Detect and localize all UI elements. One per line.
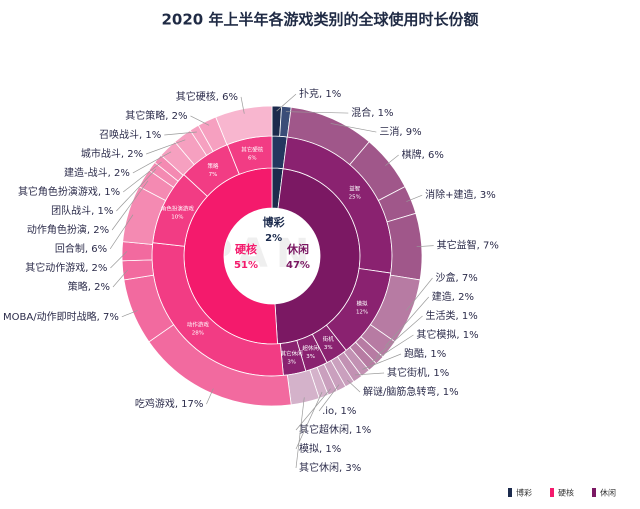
outer-label: 棋牌, 6% <box>402 148 444 161</box>
middle-value-label: 25% <box>349 195 361 201</box>
outer-label: 三消, 9% <box>379 125 421 138</box>
outer-label: 跑酷, 1% <box>404 347 446 360</box>
middle-label: 模拟 <box>357 300 369 308</box>
outer-label: 其它休闲, 3% <box>299 461 361 474</box>
outer-label: .io, 1% <box>322 406 356 417</box>
outer-label: 生活类, 1% <box>425 309 477 322</box>
middle-value-label: 3% <box>324 345 333 351</box>
outer-label: 其它角色扮演游戏, 1% <box>18 185 120 198</box>
leader-line <box>295 388 331 431</box>
outer-label: 建造, 2% <box>432 290 474 303</box>
leader-line <box>164 131 197 136</box>
middle-value-label: 6% <box>248 155 257 161</box>
leader-line <box>385 296 429 347</box>
middle-label: 角色扮演游戏 <box>161 204 195 212</box>
legend-label: 硬核 <box>558 488 574 498</box>
outer-label: 其它益智, 7% <box>437 239 499 252</box>
inner-value-label: 47% <box>286 260 310 271</box>
leader-line <box>295 397 305 469</box>
leader-line <box>110 251 128 269</box>
outer-label: 其它策略, 2% <box>125 109 187 122</box>
middle-value-label: 12% <box>356 310 368 316</box>
legend-marker <box>592 488 596 497</box>
outer-label: 其它模拟, 1% <box>416 328 478 341</box>
leader-line <box>354 372 385 376</box>
outer-label: 回合制, 6% <box>55 242 107 255</box>
middle-label: 超休闲 <box>302 344 319 352</box>
outer-label: 建造-战斗, 2% <box>64 166 130 179</box>
leader-line <box>346 379 361 393</box>
leader-line <box>385 154 399 166</box>
outer-label: 其它街机, 1% <box>387 366 449 379</box>
outer-label: 混合, 1% <box>351 106 393 119</box>
inner-label: 硬核 <box>235 242 257 256</box>
leader-line <box>416 245 434 248</box>
leader-line <box>285 111 349 114</box>
legend-marker <box>550 488 554 497</box>
leader-line <box>406 194 423 202</box>
leader-line <box>362 353 402 370</box>
outer-label: 吃鸡游戏, 17% <box>135 397 204 410</box>
outer-label: 其它硬核, 6% <box>176 90 238 103</box>
leader-line <box>190 115 210 126</box>
inner-value-label: 2% <box>265 233 282 244</box>
leader-line <box>318 384 340 412</box>
leader-line <box>276 93 297 112</box>
leader-line <box>146 139 186 155</box>
outer-label: 策略, 2% <box>68 280 110 293</box>
leader-line <box>111 180 149 231</box>
outer-label: 动作角色扮演, 2% <box>27 223 109 236</box>
leader-line <box>121 310 138 318</box>
outer-label: 城市战斗, 2% <box>81 147 143 160</box>
middle-label: 其它硬核 <box>241 145 264 153</box>
leader-line <box>132 151 172 174</box>
leader-line <box>109 214 134 250</box>
leader-line <box>112 269 128 288</box>
legend-label: 休闲 <box>600 488 616 498</box>
outer-segment <box>121 241 153 262</box>
leader-line <box>116 169 157 212</box>
leader-line <box>406 277 433 311</box>
outer-segment <box>215 105 273 146</box>
middle-label: 策略 <box>208 162 220 170</box>
inner-label: 休闲 <box>286 242 309 256</box>
middle-label: 街机 <box>323 335 335 343</box>
leader-line <box>330 123 377 133</box>
inner-value-label: 51% <box>234 260 258 271</box>
middle-label: 动作游戏 <box>187 320 210 328</box>
leader-line <box>206 388 214 405</box>
chart-title: 2020 年上半年各游戏类别的全球使用时长份额 <box>162 11 479 29</box>
leader-line <box>369 334 414 364</box>
middle-value-label: 28% <box>192 330 204 336</box>
leader-line <box>122 161 162 193</box>
outer-label: 解谜/脑筋急转弯, 1% <box>363 385 459 398</box>
inner-label: 博彩 <box>263 215 285 229</box>
outer-label: 扑克, 1% <box>299 87 341 100</box>
middle-value-label: 3% <box>306 354 315 360</box>
outer-label: 召唤战斗, 1% <box>99 128 161 141</box>
middle-value-label: 3% <box>287 360 296 366</box>
leader-line <box>295 391 323 450</box>
outer-label: 模拟, 1% <box>299 442 341 455</box>
middle-value-label: 10% <box>171 214 183 220</box>
outer-label: 其它超休闲, 1% <box>299 423 371 436</box>
legend-label: 博彩 <box>516 488 532 498</box>
middle-label: 其它休闲 <box>281 350 304 358</box>
legend-marker <box>508 488 512 497</box>
outer-label: MOBA/动作即时战略, 7% <box>3 310 119 323</box>
leader-line <box>375 315 423 358</box>
outer-label: 团队战斗, 1% <box>51 204 113 217</box>
leader-line <box>240 96 245 114</box>
middle-label: 益智 <box>349 185 360 193</box>
outer-label: 消除+建造, 3% <box>425 188 496 201</box>
outer-label: 沙盒, 7% <box>435 271 477 284</box>
middle-value-label: 7% <box>209 172 218 178</box>
outer-label: 其它动作游戏, 2% <box>25 261 107 274</box>
